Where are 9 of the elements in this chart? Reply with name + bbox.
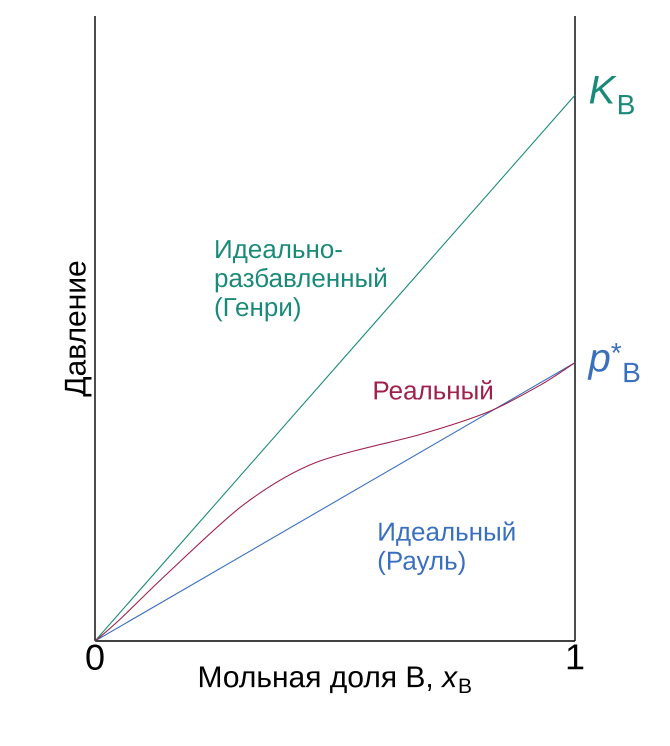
y-axis-title: Давление xyxy=(64,262,92,396)
annotation: K$_{В}$ xyxy=(590,76,634,114)
x-tick-label: 0 xyxy=(86,644,104,670)
x-tick-label: 1 xyxy=(568,644,584,670)
series-label: Идеальный (Рауль) xyxy=(378,521,514,576)
series-label: Реальный xyxy=(374,380,492,400)
annotation: p$^{*}$В xyxy=(588,343,640,382)
x-axis-title: Мольная доля В, x$_{В}$ xyxy=(200,666,471,694)
series-label: Идеально-разбавленный (Генри) xyxy=(216,240,386,322)
